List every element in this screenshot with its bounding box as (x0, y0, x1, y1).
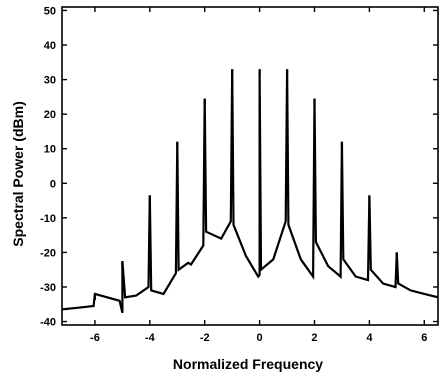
x-tick-label-3: 0 (257, 332, 263, 344)
x-tick-label-5: 4 (366, 332, 373, 344)
plot-frame (61, 6, 439, 326)
axis-ticks (62, 7, 438, 325)
x-tick-label-1: -4 (145, 332, 156, 344)
series-group (62, 69, 438, 314)
x-tick-label-0: -6 (90, 332, 100, 344)
y-tick-label-3: -10 (40, 213, 56, 225)
x-tick-label-6: 6 (421, 332, 427, 344)
y-tick-label-8: 40 (44, 40, 56, 52)
y-tick-label-2: -20 (40, 247, 56, 259)
x-axis-label: Normalized Frequency (173, 356, 323, 372)
y-tick-labels: -40 -30 -20 -10 0 10 20 30 40 50 (40, 5, 56, 328)
y-tick-label-0: -40 (40, 317, 56, 329)
y-tick-label-4: 0 (50, 178, 56, 190)
x-tick-labels: -6 -4 -2 0 2 4 6 (90, 332, 427, 344)
y-tick-label-9: 50 (44, 5, 56, 17)
x-tick-label-2: -2 (200, 332, 210, 344)
y-tick-label-7: 30 (44, 75, 56, 87)
y-tick-label-6: 20 (44, 109, 56, 121)
y-axis-label: Spectral Power (dBm) (10, 101, 26, 246)
y-tick-label-1: -30 (40, 282, 56, 294)
y-tick-label-5: 10 (44, 144, 56, 156)
x-tick-label-4: 2 (311, 332, 317, 344)
spectrum-line (62, 69, 438, 314)
